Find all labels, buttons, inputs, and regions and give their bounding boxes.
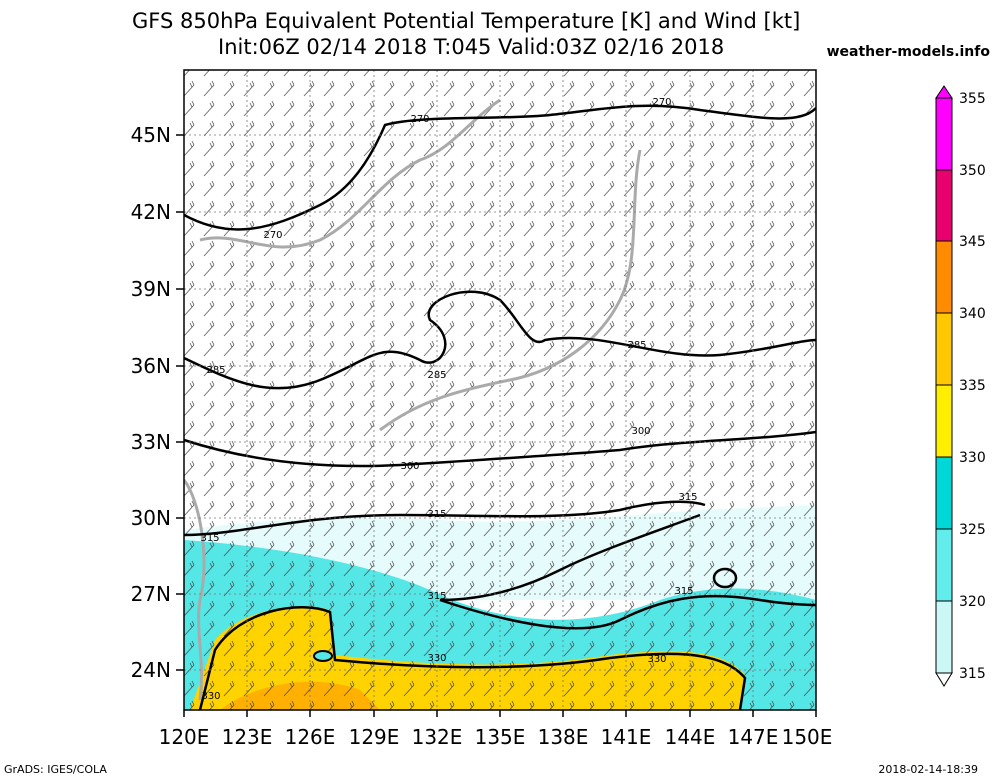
colorbar-label: 345 (959, 234, 986, 250)
gridlines (184, 70, 816, 710)
lon-label: 132E (412, 725, 463, 749)
lat-label: 36N (131, 354, 171, 378)
contour-330 (198, 606, 747, 710)
lon-label: 150E (782, 725, 833, 749)
map-subtitle: Init:06Z 02/14 2018 T:045 Valid:03Z 02/1… (218, 35, 725, 59)
colorbar-segment (936, 529, 952, 601)
lat-label: 33N (131, 430, 171, 454)
colorbar-label: 315 (959, 666, 986, 682)
colorbar-label: 325 (959, 522, 986, 538)
colorbar-label: 350 (959, 163, 986, 179)
lon-label: 138E (538, 725, 589, 749)
colorbar-segment (936, 241, 952, 313)
colorbar-bottom-arrow (935, 672, 953, 687)
lon-label: 123E (222, 725, 273, 749)
contour-315 (439, 594, 816, 630)
lat-label: 27N (131, 582, 171, 606)
contour-label: 270 (263, 230, 282, 241)
coastline (184, 479, 206, 701)
colorbar-segment (936, 313, 952, 385)
lat-label: 39N (131, 277, 171, 301)
colorbar-segment (936, 98, 952, 170)
contour-label: 285 (627, 340, 646, 351)
lon-label: 135E (475, 725, 526, 749)
lat-label: 30N (131, 506, 171, 530)
colorbar-segment (936, 601, 952, 673)
site-credit: weather-models.info (826, 44, 990, 60)
contour-315-closed (712, 567, 738, 589)
lon-label: 126E (285, 725, 336, 749)
colorbar-segment (936, 170, 952, 242)
colorbar-label: 355 (959, 91, 986, 107)
contour-285 (184, 290, 816, 390)
contour-label: 300 (631, 426, 650, 437)
footer-timestamp: 2018-02-14-18:39 (878, 763, 978, 776)
contour-label: 300 (400, 461, 419, 472)
contour-label: 330 (647, 654, 666, 665)
lon-label: 144E (665, 725, 716, 749)
lon-label: 147E (728, 725, 779, 749)
coastline (379, 149, 642, 432)
contour-330-closed (313, 650, 333, 662)
colorbar-top-arrow (935, 85, 953, 99)
contour-label: 330 (427, 653, 446, 664)
contour-label: 285 (427, 370, 446, 381)
contour-label: 285 (206, 365, 225, 376)
contour-315 (439, 513, 701, 602)
lat-label: 24N (131, 658, 171, 682)
coastline (199, 98, 501, 249)
contour-label: 270 (410, 114, 429, 125)
contour-label: 315 (427, 509, 446, 520)
contour-300 (184, 430, 816, 468)
contour-label: 330 (201, 691, 220, 702)
lon-label: 141E (601, 725, 652, 749)
contour-label: 315 (427, 591, 446, 602)
colorbar-label: 330 (959, 450, 986, 466)
contour-270 (184, 104, 816, 231)
map-title: GFS 850hPa Equivalent Potential Temperat… (132, 9, 801, 33)
contour-label: 315 (200, 533, 219, 544)
colorbar-segment (936, 385, 952, 457)
lat-label: 42N (131, 200, 171, 224)
contour-315 (184, 500, 706, 537)
contour-labels: 270 270 270 285 285 285 300 300 315 315 … (200, 97, 697, 702)
colorbar-label: 340 (959, 306, 986, 322)
colorbar-label: 335 (959, 378, 986, 394)
contour-label: 270 (652, 97, 671, 108)
lon-label: 129E (349, 725, 400, 749)
lon-label: 120E (159, 725, 210, 749)
lat-label: 45N (131, 123, 171, 147)
colorbar-label: 320 (959, 594, 986, 610)
colorbar: 355 350 345 340 335 330 325 320 315 (935, 85, 986, 687)
contour-label: 315 (678, 492, 697, 503)
contour-label: 315 (674, 586, 693, 597)
footer-credit: GrADS: IGES/COLA (4, 763, 107, 776)
colorbar-segment (936, 457, 952, 529)
